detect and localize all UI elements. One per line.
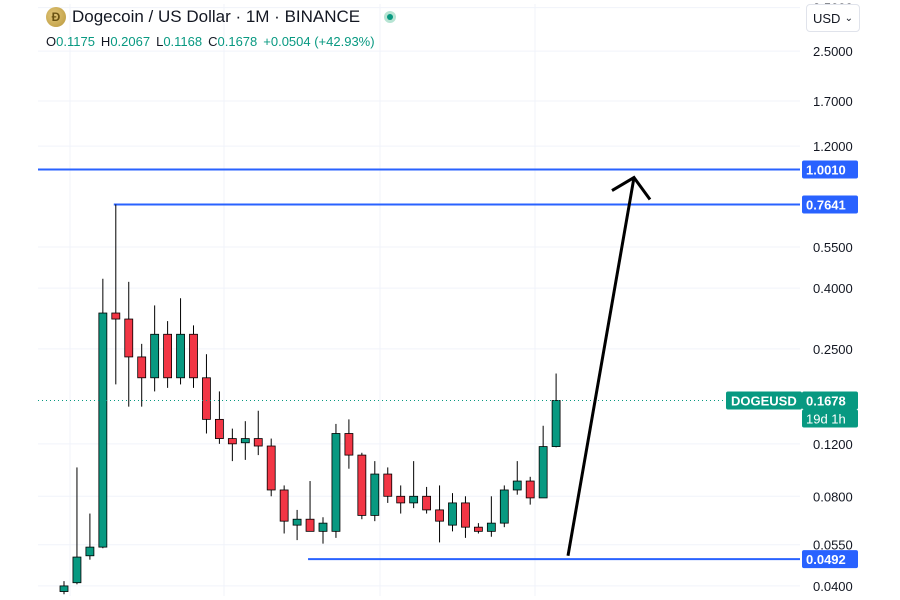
- price-axis-tick: 0.0800: [813, 489, 853, 504]
- candle-body: [72, 556, 82, 584]
- candle-body: [214, 418, 224, 439]
- candle-body: [461, 502, 470, 528]
- candle-body: [240, 438, 250, 444]
- currency-value: USD: [813, 10, 841, 26]
- price-axis-tick: 0.0550: [813, 538, 853, 553]
- arrow-head: [611, 175, 652, 201]
- countdown-bg: [802, 409, 858, 428]
- last-price-label: 0.1678: [806, 393, 846, 408]
- candle-body: [292, 518, 302, 526]
- candle-body: [176, 333, 185, 379]
- symbol-badge-bg: [726, 391, 802, 410]
- candles: [59, 204, 561, 595]
- dogecoin-logo-icon: Ð: [46, 7, 66, 27]
- candle-body: [150, 333, 160, 379]
- level-price-label: 0.7641: [806, 197, 846, 212]
- candle-body: [266, 445, 276, 491]
- candle-body: [98, 312, 108, 548]
- arrow-shaft: [566, 177, 636, 557]
- candle-body: [189, 333, 198, 379]
- ohlc-low: L0.1168: [156, 34, 203, 49]
- price-axis-tick: 0.0400: [813, 579, 853, 594]
- candle-body: [448, 502, 457, 526]
- candle-body: [396, 495, 406, 504]
- candle-body: [305, 518, 315, 532]
- level-price-label: 1.0010: [806, 163, 846, 178]
- candle-body: [473, 526, 483, 532]
- candle-body: [111, 312, 121, 320]
- candle-body: [499, 489, 509, 524]
- candle-body: [370, 473, 380, 516]
- grid-lines: [38, 4, 800, 596]
- candle-body: [409, 495, 419, 504]
- level-price-label-bg: [802, 195, 858, 214]
- horizontal-levels[interactable]: [38, 168, 800, 561]
- candle-body: [512, 480, 522, 491]
- candle-body: [227, 438, 237, 445]
- currency-selector[interactable]: USD ⌄: [806, 4, 860, 32]
- candle-body: [202, 377, 211, 420]
- price-axis-tick: 1.7000: [813, 94, 853, 109]
- candle-body: [331, 433, 341, 532]
- price-axis-tick: 2.5000: [813, 44, 853, 59]
- level-price-label: 0.0492: [806, 552, 846, 567]
- ohlc-change: +0.0504 (+42.93%): [263, 34, 375, 49]
- level-price-label-bg: [802, 550, 858, 569]
- candle-body: [383, 473, 393, 497]
- candle-body: [435, 509, 444, 522]
- candle-body: [486, 522, 496, 532]
- chevron-down-icon: ⌄: [844, 12, 853, 24]
- ohlc-high: H0.2067: [100, 34, 151, 49]
- symbol-title: Dogecoin / US Dollar · 1M · BINANCE: [72, 7, 361, 26]
- ohlc-open: O0.1175: [46, 34, 95, 49]
- countdown-label: 19d 1h: [806, 411, 846, 426]
- price-axis-tick: 0.4000: [813, 281, 853, 296]
- symbol-header[interactable]: Ð Dogecoin / US Dollar · 1M · BINANCE: [46, 6, 397, 28]
- candle-body: [318, 522, 328, 532]
- candle-body: [551, 400, 561, 447]
- candle-body: [163, 333, 173, 379]
- live-dot-icon: [384, 11, 397, 23]
- symbol-badge: DOGEUSD: [731, 393, 797, 408]
- ohlc-legend: O0.1175 H0.2067 L0.1168 C0.1678 +0.0504 …: [46, 34, 375, 49]
- candle-body: [137, 356, 147, 379]
- candle-body: [357, 454, 367, 516]
- candle-body: [422, 495, 432, 511]
- candle-body: [85, 546, 95, 557]
- candle-body: [124, 318, 134, 358]
- candle-body: [538, 446, 548, 499]
- candle-body: [253, 438, 263, 447]
- price-axis-tick: 0.2500: [813, 342, 853, 357]
- candle-body: [59, 585, 69, 592]
- candle-body: [525, 480, 535, 499]
- price-axis-tick: 0.5500: [813, 240, 853, 255]
- last-price-label-bg: [802, 391, 858, 410]
- candle-body: [344, 433, 354, 456]
- level-price-label-bg: [802, 160, 858, 179]
- price-axis-tick: 0.1200: [813, 437, 853, 452]
- projection-arrow[interactable]: [566, 175, 652, 557]
- price-axis-tick: 1.2000: [813, 139, 853, 154]
- price-axis[interactable]: 3.50002.50001.70001.20000.55000.40000.25…: [726, 1, 858, 594]
- ohlc-close: C0.1678: [208, 34, 258, 49]
- candle-body: [279, 489, 289, 522]
